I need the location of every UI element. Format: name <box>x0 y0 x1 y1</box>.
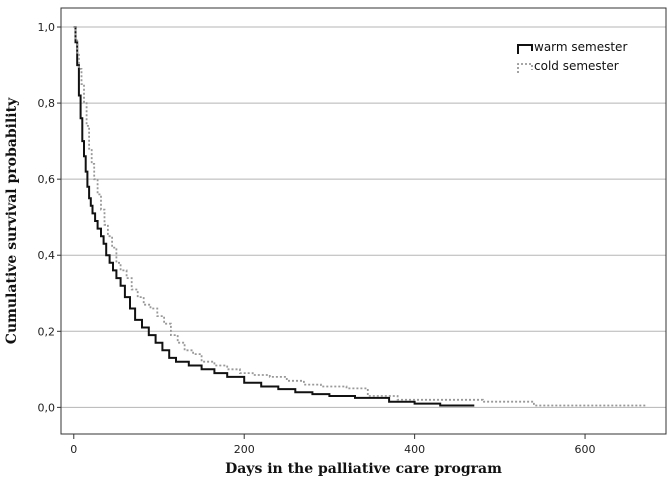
y-tick-label-5: 1,0 <box>38 21 56 34</box>
x-tick-label-3: 600 <box>575 443 596 456</box>
y-tick-label-1: 0,2 <box>38 325 56 338</box>
legend-label-cold-semester: cold semester <box>534 59 619 73</box>
plot-frame <box>60 7 667 435</box>
y-tick-label-4: 0,8 <box>38 97 56 110</box>
legend: warm semester cold semester <box>517 40 627 73</box>
series-line-warm-semester <box>73 26 475 407</box>
series-layer <box>73 26 647 407</box>
x-axis-title: Days in the palliative care program <box>225 461 502 477</box>
grid-layer <box>61 26 666 408</box>
x-tick-label-2: 400 <box>404 443 425 456</box>
legend-label-warm-semester: warm semester <box>534 40 627 54</box>
y-tick-label-2: 0,4 <box>38 249 56 262</box>
series-line-cold-semester <box>73 26 647 407</box>
y-tick-label-0: 0,0 <box>38 401 56 414</box>
x-tick-label-0: 0 <box>70 443 77 456</box>
axis-layer: 0,0 0,2 0,4 0,6 0,8 1,0 0 200 400 600 <box>38 7 667 456</box>
x-tick-label-1: 200 <box>234 443 255 456</box>
legend-swatch-cold-semester <box>517 63 533 73</box>
y-tick-label-3: 0,6 <box>38 173 56 186</box>
legend-swatch-warm-semester <box>517 44 533 54</box>
y-axis-title: Cumulative survival probability <box>4 97 20 344</box>
